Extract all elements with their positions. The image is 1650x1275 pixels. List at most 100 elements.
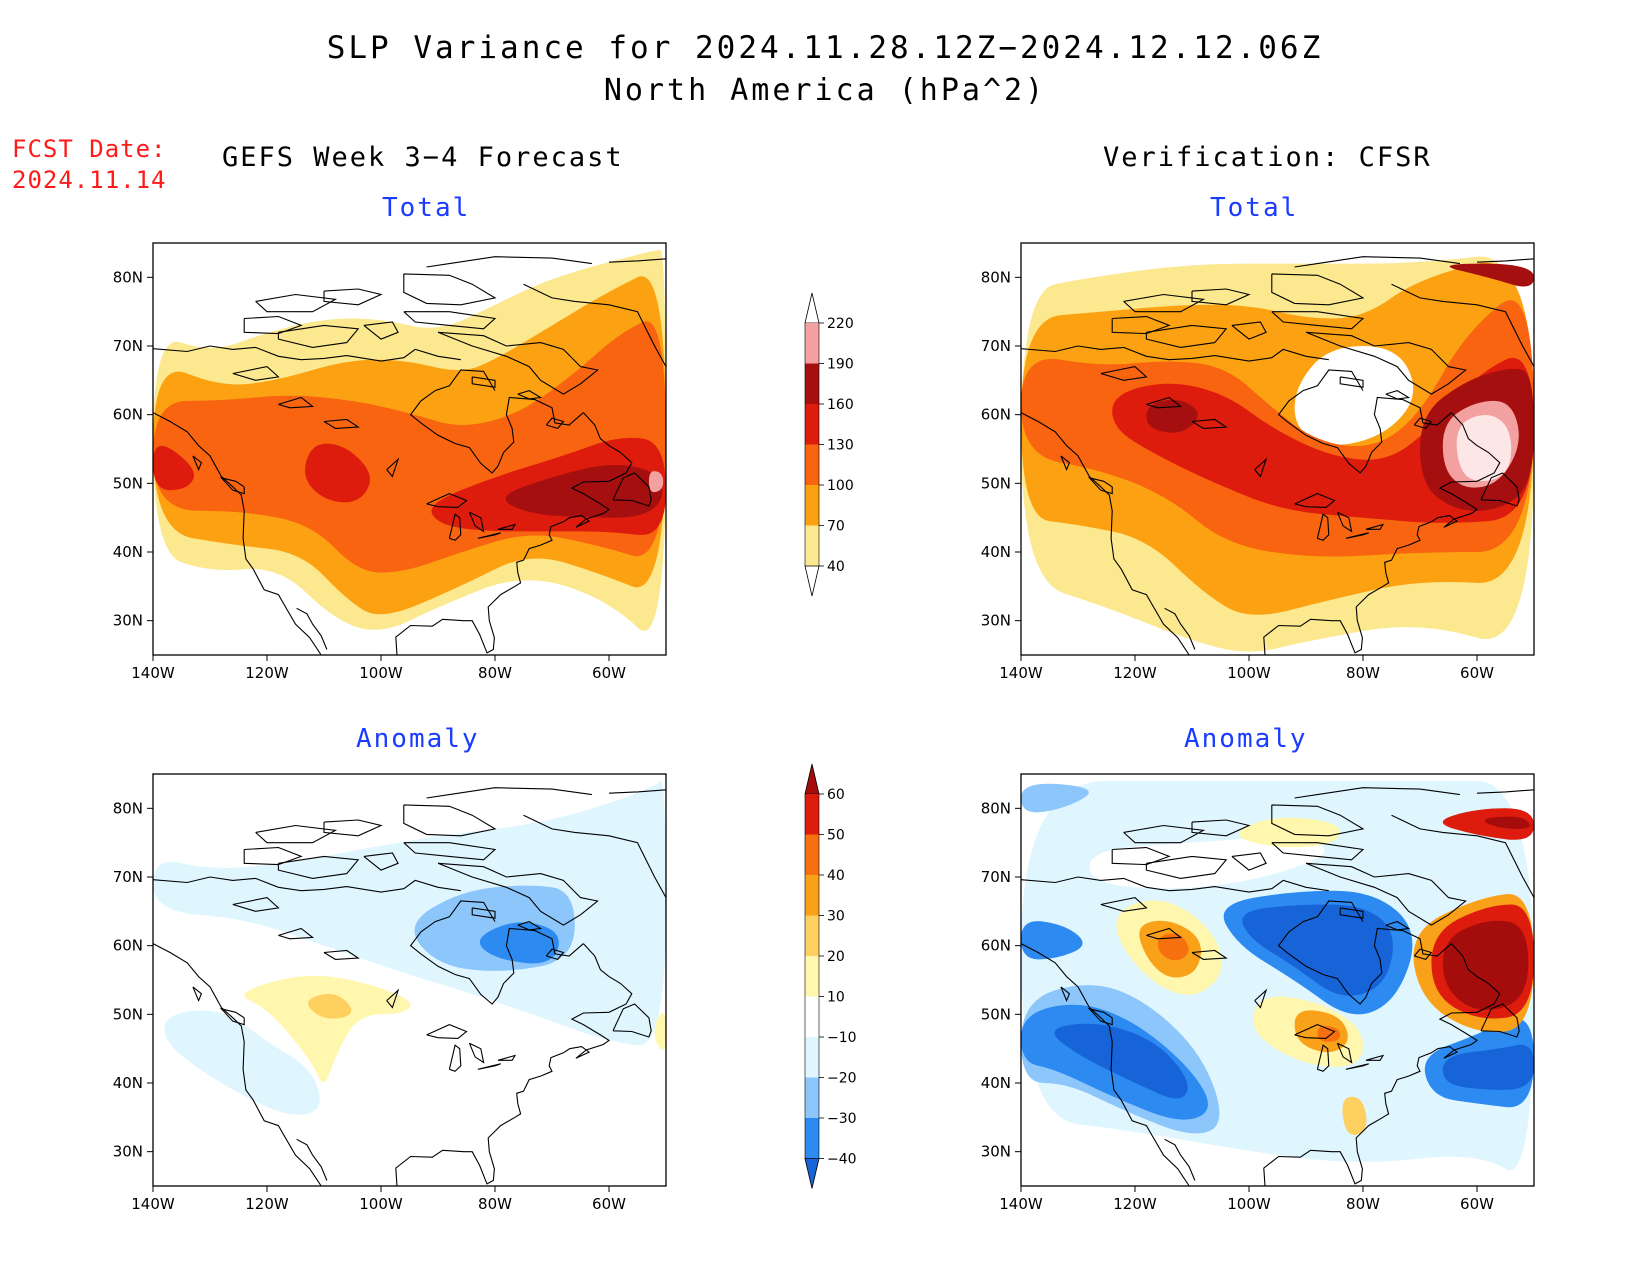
coastline bbox=[437, 862, 599, 926]
coastline bbox=[477, 1063, 501, 1070]
coastline-layer bbox=[153, 787, 666, 1186]
lat-tick-label: 60N bbox=[113, 406, 143, 424]
lon-tick-label: 60W bbox=[1460, 1195, 1494, 1213]
coastline bbox=[323, 418, 360, 429]
coastline bbox=[1413, 417, 1433, 430]
contour-region bbox=[305, 443, 370, 503]
colorbar-label: 50 bbox=[827, 828, 845, 844]
total-colorbar: 40 70 100 130 160 190 220 bbox=[804, 292, 854, 597]
verification-total-title: Total bbox=[1210, 193, 1299, 223]
coastline bbox=[296, 1138, 328, 1181]
coastline bbox=[403, 273, 497, 306]
fcst-date-value: 2024.11.14 bbox=[12, 166, 167, 194]
coastline bbox=[523, 814, 666, 919]
lon-tick-label: 140W bbox=[999, 1195, 1043, 1213]
colorbar-label: 20 bbox=[827, 949, 845, 965]
coastline bbox=[409, 900, 584, 1005]
lat-tick-label: 50N bbox=[113, 474, 143, 492]
coastline bbox=[1164, 1138, 1196, 1181]
coastline bbox=[1385, 390, 1411, 400]
coastline bbox=[1316, 1044, 1330, 1072]
coastline bbox=[1271, 804, 1365, 837]
coastline bbox=[1271, 842, 1365, 861]
coastline bbox=[448, 1044, 462, 1072]
verification-anomaly-title: Anomaly bbox=[1184, 724, 1308, 754]
coastline bbox=[477, 532, 501, 539]
lon-tick-label: 120W bbox=[1113, 664, 1157, 682]
coastline-layer bbox=[1021, 256, 1534, 655]
colorbar-label: 40 bbox=[827, 559, 845, 575]
lat-tick-label: 50N bbox=[981, 1005, 1011, 1023]
contour-region bbox=[1442, 1044, 1534, 1090]
coastline bbox=[363, 852, 399, 871]
coastline bbox=[448, 513, 462, 541]
colorbar-label: 130 bbox=[827, 438, 854, 454]
coastline bbox=[255, 293, 338, 313]
coastline bbox=[363, 321, 399, 340]
coastline-layer bbox=[1021, 787, 1534, 1186]
coastline bbox=[243, 315, 303, 335]
contour-region bbox=[648, 471, 664, 493]
contour-region bbox=[164, 1010, 320, 1115]
coastline bbox=[1146, 396, 1183, 409]
colorbar-label: 70 bbox=[827, 519, 845, 535]
coastline bbox=[153, 943, 322, 1186]
colorbar-swatch bbox=[805, 996, 819, 1037]
contour-region bbox=[1484, 816, 1530, 829]
coastline bbox=[1021, 943, 1190, 1186]
lon-tick-label: 140W bbox=[131, 664, 175, 682]
lat-tick-label: 60N bbox=[981, 406, 1011, 424]
coastline bbox=[277, 324, 360, 348]
colorbar-swatch bbox=[805, 363, 819, 404]
coastline bbox=[1339, 907, 1364, 919]
coastline bbox=[1339, 376, 1364, 388]
lat-tick-label: 80N bbox=[113, 799, 143, 817]
coastline bbox=[386, 988, 400, 1009]
colorbar-top-arrow bbox=[804, 763, 820, 795]
contour-region bbox=[1449, 263, 1534, 287]
coastline bbox=[219, 476, 245, 495]
colorbar-swatch bbox=[805, 1118, 819, 1159]
colorbar-swatch bbox=[805, 794, 819, 835]
colorbar-bottom-arrow bbox=[804, 565, 820, 597]
coastline bbox=[1254, 988, 1268, 1009]
forecast-total-title: Total bbox=[382, 193, 471, 223]
map-frame bbox=[152, 773, 667, 1187]
lon-tick-label: 140W bbox=[999, 664, 1043, 682]
coastline bbox=[1191, 819, 1251, 837]
coastline bbox=[277, 855, 360, 879]
contour-region bbox=[244, 975, 411, 1083]
fcst-date-label: FCST Date: bbox=[12, 135, 167, 163]
coastline bbox=[403, 804, 497, 837]
lat-tick-label: 70N bbox=[981, 868, 1011, 886]
colorbar-swatch bbox=[805, 323, 819, 364]
coastline bbox=[1294, 493, 1336, 508]
coastline bbox=[1294, 787, 1460, 799]
coastline bbox=[153, 345, 461, 362]
coastline bbox=[1123, 293, 1206, 313]
coastline bbox=[1254, 457, 1268, 478]
coastline-layer bbox=[153, 256, 666, 655]
lat-tick-label: 50N bbox=[981, 474, 1011, 492]
lat-tick-label: 30N bbox=[981, 1143, 1011, 1161]
coastline bbox=[1271, 311, 1365, 330]
coastline bbox=[426, 1024, 468, 1039]
contour-region bbox=[308, 993, 352, 1019]
lat-tick-label: 40N bbox=[113, 543, 143, 561]
lon-tick-label: 80W bbox=[1346, 664, 1380, 682]
map-frame bbox=[152, 242, 667, 656]
contour-region bbox=[1089, 838, 1325, 889]
contour-region bbox=[1342, 1096, 1367, 1135]
coastline bbox=[1277, 900, 1452, 1005]
lon-tick-label: 100W bbox=[1227, 1195, 1271, 1213]
coastline bbox=[1164, 607, 1196, 650]
contour-region bbox=[153, 445, 195, 491]
coastline bbox=[403, 842, 497, 861]
map-frame bbox=[1020, 242, 1535, 656]
lat-tick-label: 70N bbox=[113, 868, 143, 886]
coastline bbox=[153, 876, 461, 893]
coastline bbox=[1336, 1042, 1353, 1064]
colorbar-swatch bbox=[805, 485, 819, 526]
coastline bbox=[1100, 366, 1148, 381]
colorbar-label: −40 bbox=[827, 1152, 857, 1168]
